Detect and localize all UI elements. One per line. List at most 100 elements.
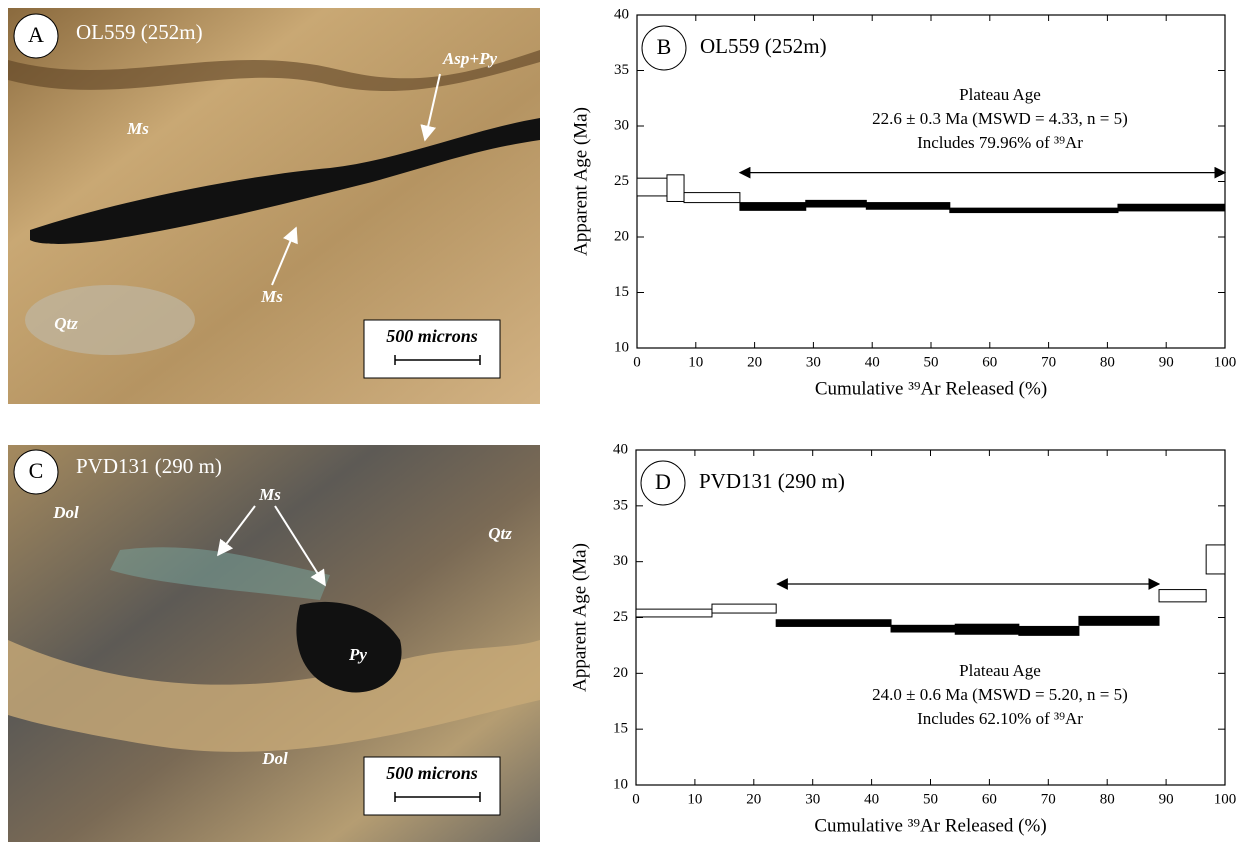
y-tick-label: 35 bbox=[613, 497, 628, 513]
y-tick-label: 40 bbox=[614, 6, 629, 22]
y-tick-label: 30 bbox=[613, 553, 628, 569]
scale-box bbox=[363, 756, 501, 816]
plateau-annotation: 22.6 ± 0.3 Ma (MSWD = 4.33, n = 5) bbox=[872, 109, 1128, 128]
y-tick-label: 15 bbox=[614, 284, 629, 300]
y-tick-label: 20 bbox=[613, 665, 628, 681]
chart-title: PVD131 (290 m) bbox=[699, 469, 845, 493]
pyrite-band bbox=[30, 118, 540, 244]
age-step bbox=[1158, 589, 1207, 603]
chart: 0 10 20 30 40 50 60 70 80 90 10010152025303540Plat… bbox=[569, 441, 1236, 836]
y-tick-label: 15 bbox=[613, 721, 628, 737]
panel-circle bbox=[13, 13, 59, 59]
arrow bbox=[217, 505, 256, 557]
arrow bbox=[271, 226, 298, 286]
age-step bbox=[890, 624, 956, 633]
y-tick-label: 35 bbox=[614, 62, 629, 78]
age-step bbox=[865, 202, 951, 210]
x-tick-label: 90 bbox=[1159, 791, 1174, 807]
age-step bbox=[1117, 203, 1226, 212]
x-tick-label: 70 bbox=[1041, 791, 1056, 807]
texture bbox=[8, 640, 540, 752]
age-step bbox=[636, 177, 668, 197]
age-step bbox=[635, 608, 713, 618]
panel-label: B bbox=[657, 34, 672, 59]
age-step bbox=[711, 603, 777, 614]
x-tick-label: 40 bbox=[865, 354, 880, 370]
age-step bbox=[739, 202, 807, 211]
mineral-label: Asp+Py bbox=[442, 49, 498, 68]
age-step bbox=[666, 174, 685, 202]
x-tick-label: 100 bbox=[1214, 791, 1237, 807]
age-step bbox=[683, 192, 741, 204]
mineral-label: Ms bbox=[260, 287, 283, 306]
x-tick-label: 10 bbox=[687, 791, 702, 807]
texture bbox=[25, 285, 195, 355]
pyrite bbox=[296, 601, 402, 693]
x-tick-label: 80 bbox=[1100, 791, 1115, 807]
scale-box bbox=[363, 319, 501, 379]
plateau-annotation: 24.0 ± 0.6 Ma (MSWD = 5.20, n = 5) bbox=[872, 685, 1128, 704]
age-step bbox=[954, 623, 1020, 635]
mineral-label: Ms bbox=[126, 119, 149, 138]
scale-label: 500 microns bbox=[386, 763, 478, 783]
y-tick-label: 20 bbox=[614, 228, 629, 244]
x-tick-label: 10 bbox=[688, 354, 703, 370]
x-tick-label: 60 bbox=[982, 791, 997, 807]
mineral-label: Py bbox=[348, 645, 367, 664]
panel-circle bbox=[13, 449, 59, 495]
mineral-label: Dol bbox=[261, 749, 288, 768]
age-step bbox=[1205, 544, 1226, 575]
x-tick-label: 0 bbox=[633, 354, 641, 370]
mineral-label: Ms bbox=[258, 485, 281, 504]
arrow bbox=[420, 73, 441, 142]
y-tick-label: 25 bbox=[613, 609, 628, 625]
texture bbox=[110, 547, 330, 600]
x-tick-label: 70 bbox=[1041, 354, 1056, 370]
scale-label: 500 microns bbox=[386, 326, 478, 346]
photo-a: A OL559 (252m) Asp+Py Ms Ms Qtz 500 micr… bbox=[8, 8, 540, 404]
photo-title: OL559 (252m) bbox=[76, 20, 203, 44]
panel-label: C bbox=[29, 458, 44, 483]
x-tick-label: 90 bbox=[1159, 354, 1174, 370]
plot-frame bbox=[636, 14, 1226, 349]
x-tick-label: 50 bbox=[923, 791, 938, 807]
panel-label: A bbox=[28, 22, 44, 47]
y-tick-label: 30 bbox=[614, 117, 629, 133]
photo-title: PVD131 (290 m) bbox=[76, 454, 222, 478]
panel-circle bbox=[640, 460, 686, 506]
scale-bar bbox=[394, 792, 481, 802]
x-tick-label: 80 bbox=[1100, 354, 1115, 370]
age-step bbox=[949, 207, 1119, 214]
age-step bbox=[805, 199, 867, 208]
y-axis-label: Apparent Age (Ma) bbox=[569, 543, 590, 692]
x-tick-label: 60 bbox=[982, 354, 997, 370]
y-axis-label: Apparent Age (Ma) bbox=[570, 107, 591, 256]
x-tick-label: 50 bbox=[924, 354, 939, 370]
y-tick-label: 10 bbox=[613, 776, 628, 792]
arrow bbox=[274, 505, 326, 587]
mineral-label: Qtz bbox=[488, 524, 512, 543]
y-tick-label: 25 bbox=[614, 173, 629, 189]
age-step bbox=[775, 619, 892, 627]
x-tick-label: 20 bbox=[747, 354, 762, 370]
photo-c: C PVD131 (290 m) Ms Dol Qtz Py Dol 500 m… bbox=[8, 445, 540, 842]
x-tick-label: 40 bbox=[864, 791, 879, 807]
chart: 0 10 20 30 40 50 60 70 80 90 10010152025303540Plat… bbox=[570, 6, 1236, 399]
y-tick-label: 10 bbox=[614, 339, 629, 355]
x-tick-label: 0 bbox=[632, 791, 640, 807]
scale-bar bbox=[394, 355, 481, 365]
plateau-annotation: Includes 62.10% of ³⁹Ar bbox=[917, 709, 1083, 728]
age-step bbox=[1078, 615, 1160, 626]
panel-label: D bbox=[655, 469, 671, 494]
x-tick-label: 30 bbox=[806, 354, 821, 370]
x-axis-label: Cumulative ³⁹Ar Released (%) bbox=[814, 815, 1046, 836]
chart-title: OL559 (252m) bbox=[700, 34, 827, 58]
x-tick-label: 30 bbox=[805, 791, 820, 807]
y-tick-label: 40 bbox=[613, 441, 628, 457]
texture bbox=[8, 50, 540, 92]
x-tick-label: 20 bbox=[746, 791, 761, 807]
plateau-annotation: Plateau Age bbox=[959, 85, 1041, 104]
plateau-annotation: Includes 79.96% of ³⁹Ar bbox=[917, 133, 1083, 152]
